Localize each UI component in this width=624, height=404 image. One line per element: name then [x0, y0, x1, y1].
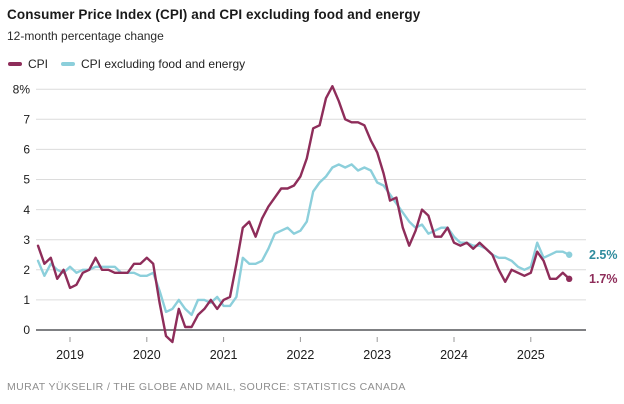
cpi-excluding-line-swatch-icon — [61, 62, 76, 66]
x-tick-label: 2021 — [210, 348, 238, 362]
cpi-excluding-end-label: 2.5% — [589, 248, 618, 262]
y-axis-labels: 0 1 2 3 4 5 6 7 8% — [13, 82, 31, 337]
y-tick-label: 8% — [13, 82, 31, 96]
line-chart: 0 1 2 3 4 5 6 7 8% 2019 2020 2021 2022 2023 2024 2025 1.… — [13, 82, 618, 362]
legend-item-cpi-excluding: CPI excluding food and energy — [61, 57, 245, 71]
legend-label-cpi: CPI — [28, 57, 49, 71]
y-tick-label: 4 — [23, 203, 30, 217]
y-tick-label: 3 — [23, 233, 30, 247]
source-credit: MURAT YÜKSELIR / THE GLOBE AND MAIL, SOU… — [7, 381, 406, 393]
x-tick-label: 2022 — [286, 348, 314, 362]
legend-item-cpi: CPI — [8, 57, 48, 71]
y-tick-label: 7 — [23, 113, 30, 127]
cpi-end-dot — [566, 275, 573, 283]
grid-lines — [36, 88, 586, 331]
y-tick-label: 2 — [23, 263, 30, 277]
x-tick-label: 2025 — [517, 348, 545, 362]
cpi-line — [36, 84, 571, 344]
x-tick-label: 2023 — [363, 348, 391, 362]
x-tick-label: 2019 — [56, 348, 84, 362]
cpi-excluding-end-dot — [566, 251, 573, 258]
x-axis: 2019 2020 2021 2022 2023 2024 2025 — [56, 337, 545, 362]
y-tick-label: 1 — [23, 293, 30, 307]
chart-subtitle: 12-month percentage change — [7, 29, 164, 43]
legend-label-cpi-excluding: CPI excluding food and energy — [81, 57, 246, 71]
cpi-end-label: 1.7% — [589, 272, 618, 286]
y-tick-label: 6 — [23, 143, 30, 157]
cpi-line-swatch-icon — [8, 62, 22, 66]
y-tick-label: 5 — [23, 173, 30, 187]
legend: CPI CPI excluding food and energy — [8, 57, 245, 71]
chart-title: Consumer Price Index (CPI) and CPI exclu… — [7, 7, 421, 22]
y-tick-label: 0 — [23, 323, 30, 337]
x-tick-label: 2020 — [133, 348, 161, 362]
x-tick-label: 2024 — [440, 348, 468, 362]
